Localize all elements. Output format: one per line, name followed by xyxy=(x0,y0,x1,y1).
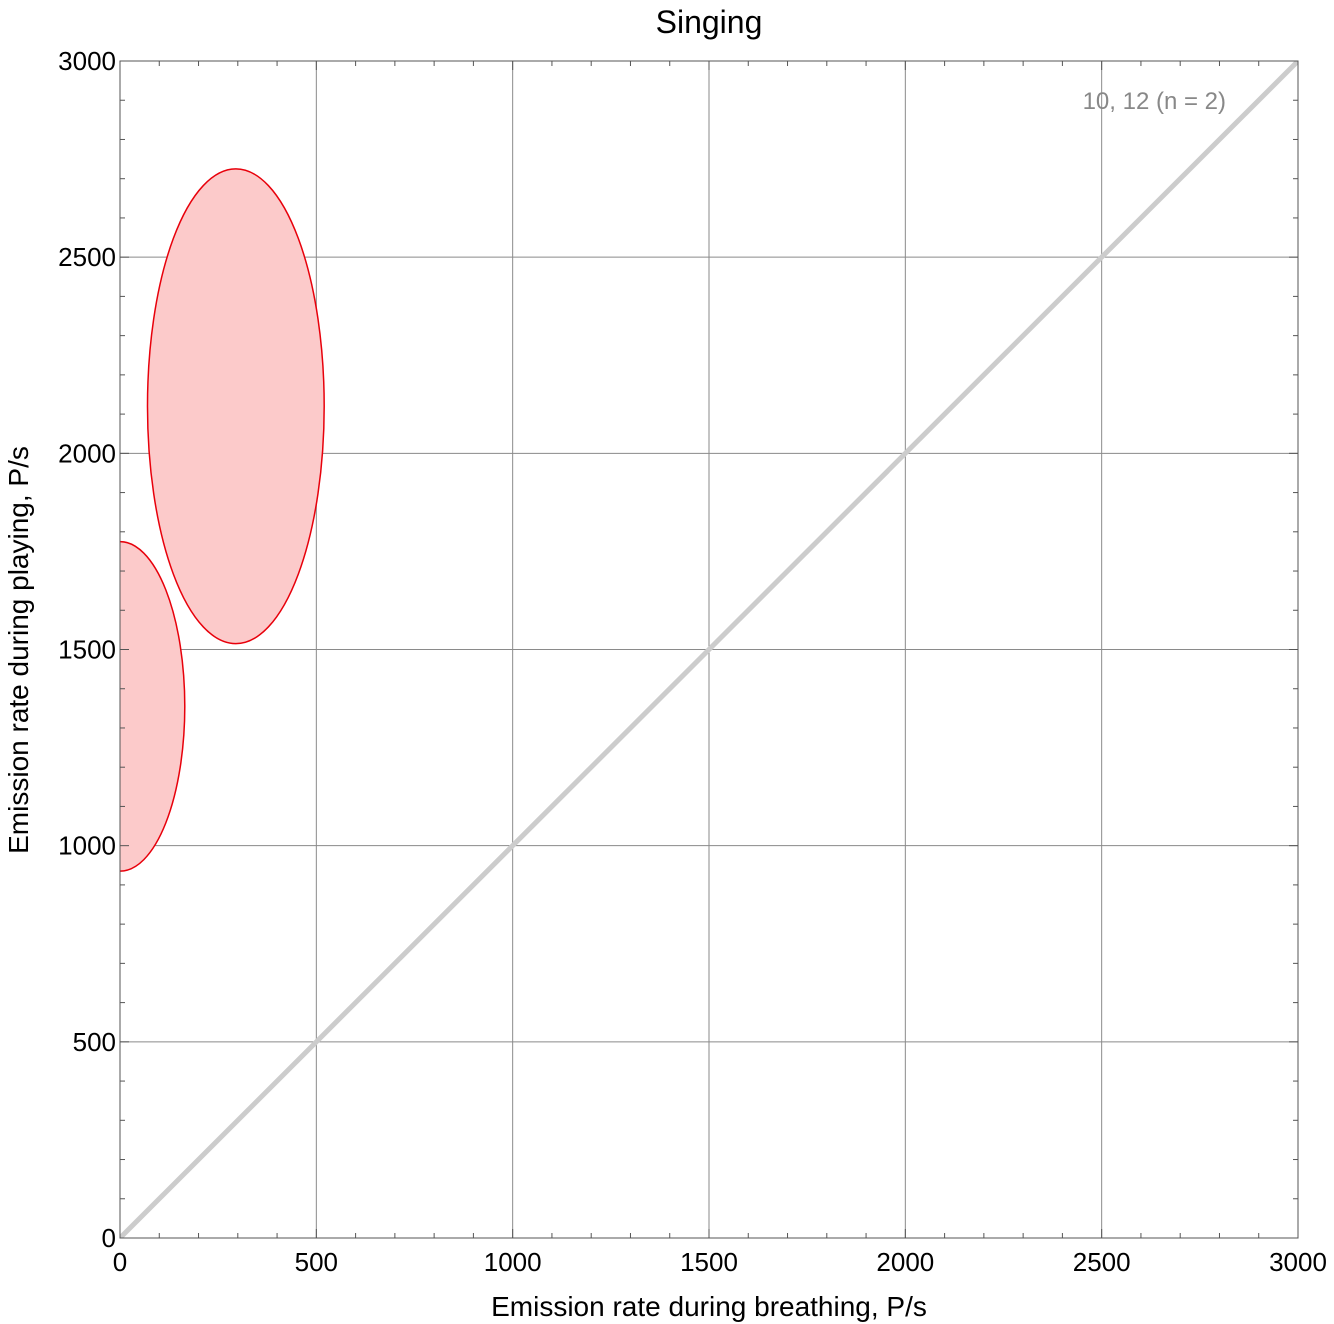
data-layer xyxy=(120,61,1298,1238)
y-tick-label: 1000 xyxy=(58,831,116,861)
annotation-label: 10, 12 (n = 2) xyxy=(1083,88,1226,115)
x-tick-label: 1500 xyxy=(680,1247,738,1277)
reference-line xyxy=(120,61,1298,1238)
data-ellipse-2 xyxy=(146,168,325,645)
y-tick-label: 2000 xyxy=(58,438,116,468)
y-tick-label: 0 xyxy=(102,1223,116,1253)
y-axis-label: Emission rate during playing, P/s xyxy=(3,446,34,854)
y-tick-label: 2500 xyxy=(58,242,116,272)
data-ellipse-1 xyxy=(120,540,186,872)
y-tick-label: 1500 xyxy=(58,635,116,665)
x-tick-label: 1000 xyxy=(484,1247,542,1277)
x-tick-label: 0 xyxy=(113,1247,127,1277)
x-tick-label: 2000 xyxy=(876,1247,934,1277)
x-tick-label: 2500 xyxy=(1073,1247,1131,1277)
x-tick-label: 3000 xyxy=(1269,1247,1327,1277)
ticks: 0 500 1000 1500 2000 2500 3000 0 500 1000 1500 2000… xyxy=(58,46,1327,1277)
y-tick-label: 500 xyxy=(73,1027,116,1057)
x-tick-label: 500 xyxy=(295,1247,338,1277)
x-axis-label: Emission rate during breathing, P/s xyxy=(491,1291,927,1322)
y-tick-label: 3000 xyxy=(58,46,116,76)
chart-title: Singing xyxy=(656,4,763,40)
